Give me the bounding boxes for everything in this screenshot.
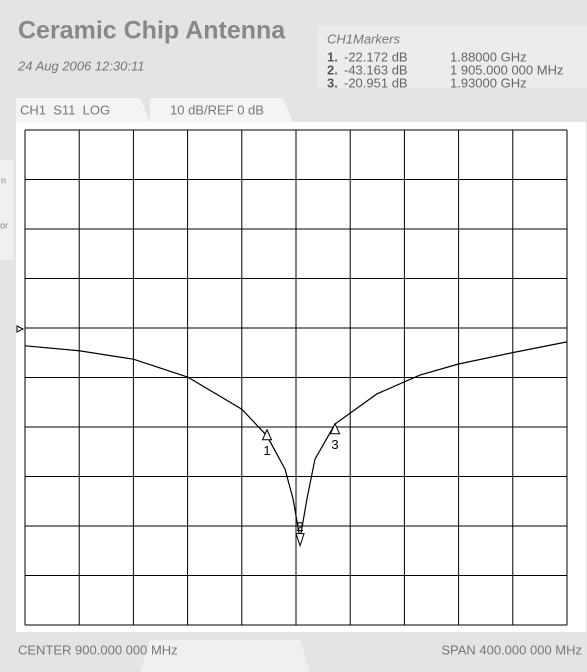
scale-label: 10 dB/REF 0 dB — [170, 102, 264, 117]
marker-freq: 1.93000 GHz — [450, 75, 527, 90]
marker-number: 1. — [327, 49, 338, 64]
marker-symbol — [329, 422, 341, 435]
marker-value: -20.951 dB — [344, 75, 408, 90]
channel-label: CH1 S11 LOG — [20, 102, 110, 117]
channel-tab — [16, 98, 150, 122]
marker-label: 2 — [296, 519, 303, 534]
marker-symbol — [261, 428, 273, 441]
title: Ceramic Chip Antenna — [18, 17, 286, 45]
marker-value: -43.163 dB — [344, 62, 408, 77]
marker-freq: 1 905.000 000 MHz — [450, 62, 563, 77]
marker-label: 3 — [331, 437, 338, 452]
markers-panel — [318, 26, 587, 88]
marker-number: 2. — [327, 62, 338, 77]
center-label: CENTER 900.000 000 MHz — [18, 642, 178, 657]
marker-value: -22.172 dB — [344, 49, 408, 64]
markers-title: CH1Markers — [327, 31, 400, 46]
span-label: SPAN 400.000 000 MHz — [441, 642, 582, 657]
side-label: n — [1, 175, 6, 185]
scale-tab — [150, 98, 293, 122]
marker-symbol — [295, 533, 305, 548]
marker-number: 3. — [327, 75, 338, 90]
marker-label: 1 — [263, 443, 270, 458]
bottom-tab — [140, 640, 310, 672]
marker-freq: 1.88000 GHz — [450, 49, 527, 64]
subtitle: 24 Aug 2006 12:30:11 — [17, 58, 145, 73]
side-panel — [0, 160, 14, 260]
side-label: or — [0, 220, 8, 230]
ref-indicator — [16, 325, 25, 333]
